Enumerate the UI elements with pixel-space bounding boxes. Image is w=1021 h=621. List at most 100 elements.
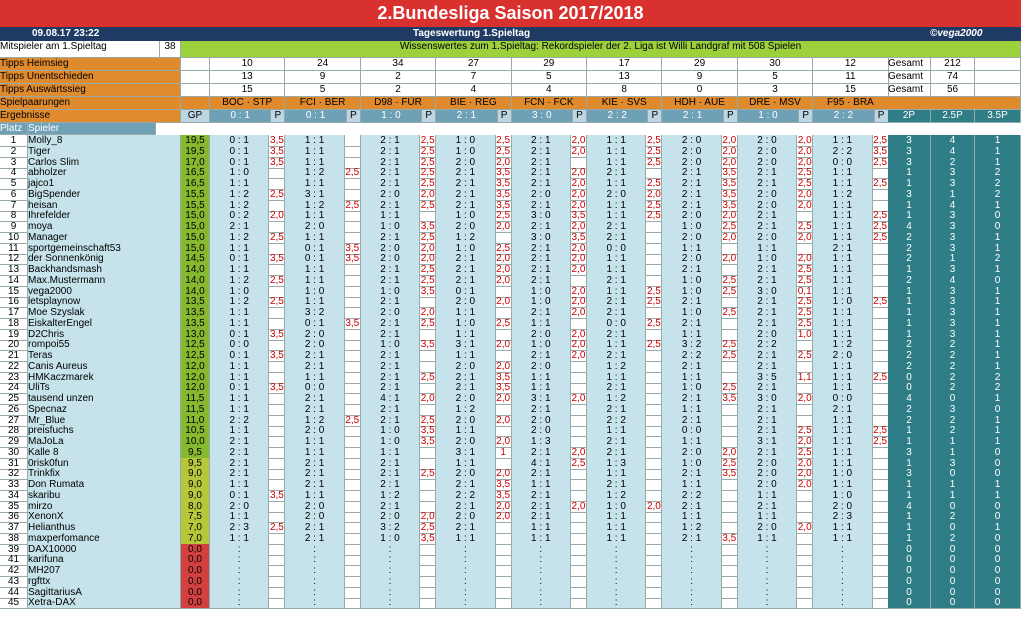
player-points: 2,0 bbox=[495, 275, 512, 287]
player-points: 3,5 bbox=[495, 167, 512, 179]
player-points bbox=[269, 167, 286, 179]
player-points: 2,0 bbox=[797, 200, 814, 212]
player-points bbox=[646, 275, 663, 287]
page-title: 2.Bundesliga Saison 2017/2018 bbox=[0, 0, 1021, 27]
player-points: 2,0 bbox=[571, 243, 587, 255]
tipps-value: 29 bbox=[662, 58, 738, 71]
player-points: 2,5 bbox=[646, 200, 663, 212]
tipps-value: 0 bbox=[662, 84, 738, 97]
player-points: 2,5 bbox=[797, 296, 814, 308]
player-points: 2,5 bbox=[721, 350, 738, 362]
header-35p: 3.5P bbox=[975, 110, 1021, 123]
player-points: 2,0 bbox=[571, 167, 587, 179]
player-points: 2,5 bbox=[420, 178, 437, 190]
player-points bbox=[495, 307, 512, 319]
player-points bbox=[344, 393, 361, 405]
player-points bbox=[646, 307, 663, 319]
p-header: P bbox=[497, 110, 512, 123]
match-result: 0 : 1 bbox=[210, 110, 272, 123]
player-points bbox=[797, 382, 814, 394]
match-row: Spielpaarungen BOC · STP FCI · BER D98 · FÜ… bbox=[0, 97, 1021, 110]
player-tip: : bbox=[360, 597, 421, 609]
player-rank: 3 bbox=[0, 157, 28, 169]
match-result: 2 : 2 bbox=[813, 110, 875, 123]
player-rank: 45 bbox=[0, 597, 28, 609]
player-points bbox=[646, 232, 663, 244]
player-points: 2,0 bbox=[571, 296, 587, 308]
player-points bbox=[571, 404, 587, 416]
player-rank: 19 bbox=[0, 329, 28, 341]
player-points bbox=[495, 329, 512, 341]
player-tip: : bbox=[587, 597, 647, 609]
tipps-value: 9 bbox=[285, 71, 361, 84]
player-points: 2,5 bbox=[721, 339, 738, 351]
player-points: 2,0 bbox=[571, 339, 587, 351]
player-35p: 0 bbox=[975, 597, 1021, 609]
player-points: 2,0 bbox=[495, 393, 512, 405]
player-points: 1,0 bbox=[797, 329, 814, 341]
player-points: 3,5 bbox=[269, 253, 286, 265]
p-header: P bbox=[573, 110, 587, 123]
player-rank: 5 bbox=[0, 178, 28, 190]
player-points bbox=[495, 350, 512, 362]
player-points bbox=[344, 264, 361, 276]
player-points bbox=[344, 135, 361, 147]
player-points: 3,5 bbox=[269, 146, 286, 158]
player-points bbox=[721, 318, 738, 330]
player-rank: 15 bbox=[0, 286, 28, 298]
player-points: 2,5 bbox=[646, 135, 663, 147]
player-points bbox=[721, 361, 738, 373]
tipps-value: 8 bbox=[587, 84, 663, 97]
player-points bbox=[721, 372, 738, 384]
player-points: 3,5 bbox=[571, 232, 587, 244]
player-points: 2,5 bbox=[495, 210, 512, 222]
player-points: 2,5 bbox=[420, 275, 437, 287]
player-points: 2,5 bbox=[420, 318, 437, 330]
player-points bbox=[797, 597, 814, 609]
player-points bbox=[646, 253, 663, 265]
player-points: 2,0 bbox=[571, 286, 587, 298]
match-result: 2 : 1 bbox=[662, 110, 724, 123]
player-points: 2,5 bbox=[797, 264, 814, 276]
tipps-value: 2 bbox=[360, 84, 437, 97]
player-points: 3,5 bbox=[721, 167, 738, 179]
player-points: 3,5 bbox=[344, 243, 361, 255]
tipps-value: 29 bbox=[511, 58, 587, 71]
player-points: 2,0 bbox=[571, 178, 587, 190]
player-points bbox=[646, 404, 663, 416]
gesamt-label: Gesamt bbox=[888, 84, 931, 97]
player-rank: 26 bbox=[0, 404, 28, 416]
tipps-label: Tipps Auswärtssieg bbox=[0, 84, 181, 97]
player-row: 45 Xetra-DAX 0,0:::::::::0 0 0 bbox=[0, 597, 1021, 609]
tipps-row: Tipps Heimsieg 10 24 34 27 29 17 29 30 12 Gesamt 21… bbox=[0, 58, 1021, 71]
gesamt-label: Gesamt bbox=[888, 71, 931, 84]
player-points bbox=[495, 597, 512, 609]
undefined bbox=[975, 84, 1021, 97]
player-points bbox=[646, 350, 663, 362]
player-rank: 12 bbox=[0, 253, 28, 265]
player-points bbox=[420, 404, 437, 416]
match-name: KIE · SVS bbox=[587, 97, 663, 110]
day-title: Tageswertung 1.Spieltag bbox=[413, 28, 531, 39]
player-points bbox=[344, 210, 361, 222]
player-points bbox=[269, 178, 286, 190]
player-points bbox=[797, 210, 814, 222]
player-points: 2,5 bbox=[721, 307, 738, 319]
player-points: 2,5 bbox=[721, 275, 738, 287]
player-points: 3,5 bbox=[721, 200, 738, 212]
player-points: 2,5 bbox=[420, 372, 437, 384]
player-rank: 7 bbox=[0, 200, 28, 212]
tipps-value: 27 bbox=[436, 58, 512, 71]
player-rank: 11 bbox=[0, 243, 28, 255]
player-points: 2,0 bbox=[797, 189, 814, 201]
player-points: 2,0 bbox=[721, 210, 738, 222]
player-points: 3,5 bbox=[344, 318, 361, 330]
player-points: 2,0 bbox=[797, 146, 814, 158]
match-result: 1 : 0 bbox=[360, 110, 423, 123]
player-points bbox=[344, 275, 361, 287]
player-points: 3,5 bbox=[721, 178, 738, 190]
